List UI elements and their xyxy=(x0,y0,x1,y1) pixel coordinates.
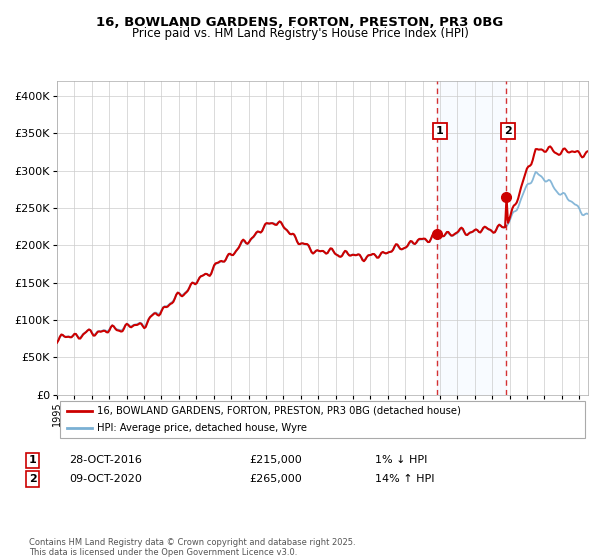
Text: 1% ↓ HPI: 1% ↓ HPI xyxy=(375,455,427,465)
Text: Price paid vs. HM Land Registry's House Price Index (HPI): Price paid vs. HM Land Registry's House … xyxy=(131,27,469,40)
Text: 28-OCT-2016: 28-OCT-2016 xyxy=(69,455,142,465)
Text: £215,000: £215,000 xyxy=(249,455,302,465)
Text: 14% ↑ HPI: 14% ↑ HPI xyxy=(375,474,434,484)
Text: 1: 1 xyxy=(29,455,37,465)
Text: HPI: Average price, detached house, Wyre: HPI: Average price, detached house, Wyre xyxy=(97,423,307,433)
Bar xyxy=(437,81,506,395)
Text: Contains HM Land Registry data © Crown copyright and database right 2025.
This d: Contains HM Land Registry data © Crown c… xyxy=(29,538,355,557)
Text: 2: 2 xyxy=(505,126,512,136)
Text: 1: 1 xyxy=(436,126,443,136)
Text: 16, BOWLAND GARDENS, FORTON, PRESTON, PR3 0BG: 16, BOWLAND GARDENS, FORTON, PRESTON, PR… xyxy=(97,16,503,29)
Text: 09-OCT-2020: 09-OCT-2020 xyxy=(69,474,142,484)
Text: 2: 2 xyxy=(29,474,37,484)
Text: 16, BOWLAND GARDENS, FORTON, PRESTON, PR3 0BG (detached house): 16, BOWLAND GARDENS, FORTON, PRESTON, PR… xyxy=(97,405,461,416)
Text: £265,000: £265,000 xyxy=(249,474,302,484)
